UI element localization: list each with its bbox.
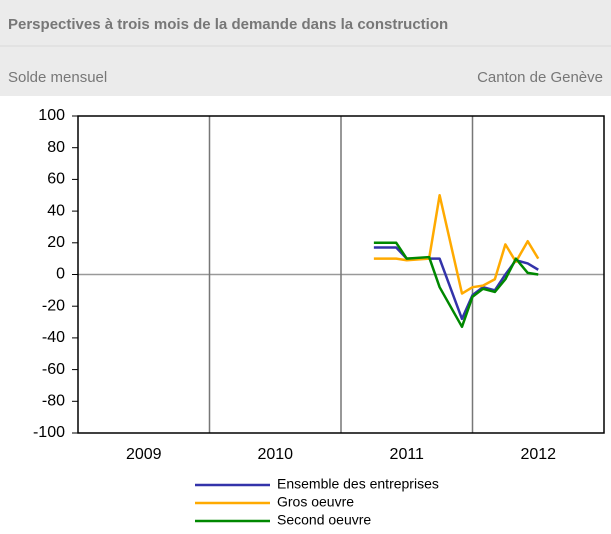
y-tick-label: 80 — [47, 139, 65, 156]
legend-label: Ensemble des entreprises — [277, 476, 439, 492]
subtitle-left: Solde mensuel — [8, 69, 107, 86]
y-tick-label: 40 — [47, 202, 65, 219]
series-line — [373, 241, 539, 329]
plot-frame — [77, 115, 605, 434]
y-tick-label: -80 — [42, 393, 65, 410]
y-tick-label: -100 — [33, 424, 65, 441]
chart-title: Perspectives à trois mois de la demande … — [8, 16, 448, 33]
series-line — [373, 194, 540, 295]
y-tick-label: -40 — [42, 329, 65, 346]
y-tick-label: 20 — [47, 234, 65, 251]
x-tick-label: 2010 — [257, 446, 293, 463]
legend-label: Second oeuvre — [277, 512, 371, 528]
x-tick-label: 2009 — [126, 446, 162, 463]
y-tick-label: 0 — [56, 266, 65, 283]
x-tick-label: 2011 — [390, 446, 425, 463]
header — [0, 0, 611, 96]
x-tick-label: 2012 — [520, 446, 556, 463]
y-tick-label: -20 — [42, 297, 65, 314]
y-tick-label: 60 — [47, 171, 65, 188]
y-tick-label: -60 — [42, 361, 65, 378]
y-tick-label: 100 — [38, 107, 65, 124]
subtitle-right: Canton de Genève — [477, 69, 603, 86]
legend-label: Gros oeuvre — [277, 494, 354, 510]
